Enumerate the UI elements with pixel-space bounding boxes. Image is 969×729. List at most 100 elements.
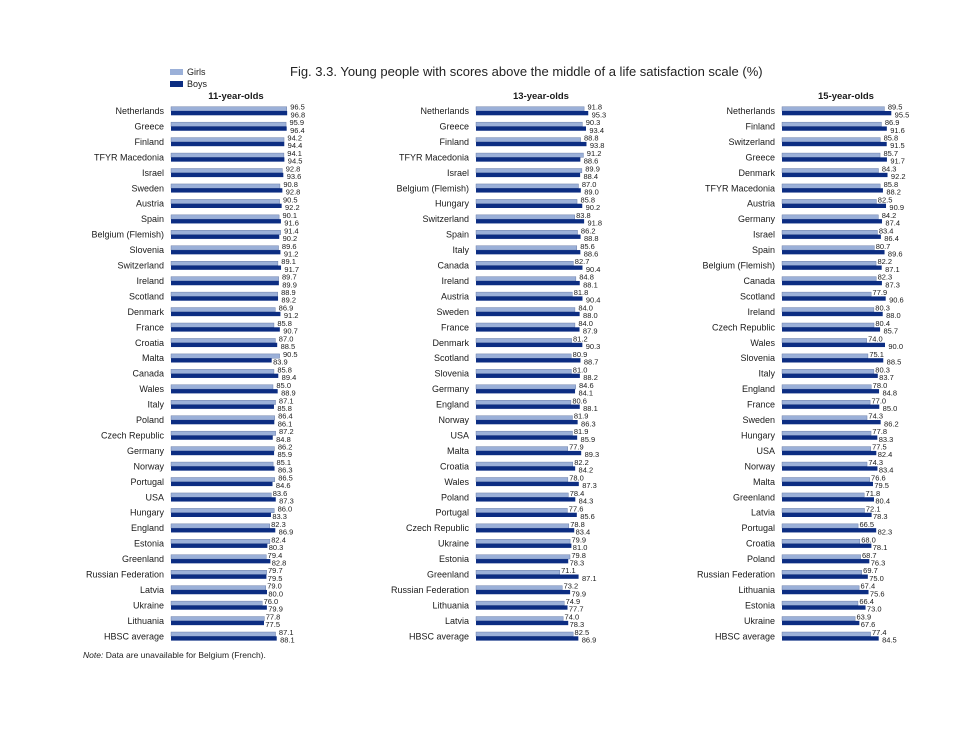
category-label: Israel: [142, 168, 164, 178]
bar-girls: [170, 554, 267, 560]
value-label-girls: 89.6: [282, 242, 297, 251]
bar-girls: [170, 307, 276, 313]
value-label-girls: 90.3: [586, 118, 601, 127]
value-label-boys: 86.3: [581, 419, 596, 428]
value-label-girls: 88.8: [584, 134, 599, 143]
category-label: Hungary: [130, 508, 165, 518]
category-label: Malta: [142, 353, 164, 363]
category-label: TFYR Macedonia: [94, 152, 164, 162]
value-label-girls: 68.0: [861, 535, 876, 544]
value-label-girls: 84.3: [882, 165, 897, 174]
bar-boys: [782, 404, 880, 409]
bar-boys: [171, 512, 271, 517]
value-label-girls: 81.9: [574, 412, 589, 421]
category-label: Switzerland: [422, 214, 469, 224]
bar-boys: [476, 497, 576, 502]
bar-boys: [171, 543, 268, 548]
category-label: Switzerland: [728, 137, 775, 147]
category-label: Portugal: [130, 477, 164, 487]
category-label: Netherlands: [115, 106, 164, 116]
bar-boys: [476, 234, 581, 239]
bar-boys: [476, 311, 580, 317]
value-label-girls: 81.2: [573, 334, 588, 343]
value-label-boys: 87.3: [885, 280, 900, 289]
value-label-boys: 93.8: [590, 141, 605, 150]
value-label-girls: 91.2: [587, 149, 602, 158]
bar-girls: [781, 152, 881, 158]
bar-boys: [476, 280, 580, 286]
bar-boys: [171, 188, 283, 193]
value-label-boys: 85.9: [277, 450, 292, 459]
bar-girls: [475, 616, 564, 622]
value-label-boys: 79.9: [571, 589, 586, 598]
value-label-boys: 76.3: [871, 558, 886, 567]
bar-boys: [171, 250, 281, 255]
value-label-boys: 78.3: [570, 558, 585, 567]
bar-boys: [171, 296, 279, 301]
bar-girls: [170, 214, 280, 220]
category-label: Denmark: [127, 307, 164, 317]
value-label-girls: 71.1: [561, 566, 576, 575]
value-label-boys: 90.2: [586, 203, 601, 212]
value-label-girls: 87.2: [279, 427, 294, 436]
value-label-boys: 87.1: [885, 265, 900, 274]
bar-boys: [171, 172, 284, 178]
category-label: Ukraine: [438, 539, 469, 549]
bar-girls: [781, 369, 875, 374]
bar-girls: [781, 477, 870, 483]
value-label-boys: 88.2: [886, 188, 901, 197]
category-label: Israel: [447, 168, 469, 178]
value-label-girls: 94.2: [287, 134, 302, 143]
bar-boys: [782, 373, 878, 378]
bar-girls: [170, 539, 271, 544]
value-label-boys: 82.8: [272, 558, 287, 567]
bar-girls: [475, 415, 573, 421]
value-label-girls: 82.3: [878, 273, 893, 282]
footnote: Note: Data are unavailable for Belgium (…: [83, 650, 266, 660]
category-label: Greece: [134, 121, 164, 131]
value-label-girls: 86.9: [279, 304, 294, 313]
bar-girls: [781, 121, 882, 127]
bar-girls: [170, 631, 276, 637]
category-label: Scotland: [129, 291, 164, 301]
bar-girls: [781, 276, 877, 282]
bar-girls: [170, 384, 274, 390]
value-label-boys: 93.6: [287, 172, 302, 181]
value-label-girls: 86.4: [278, 412, 293, 421]
category-label: Latvia: [445, 616, 469, 626]
bar-boys: [171, 219, 281, 224]
value-label-girls: 82.7: [575, 257, 590, 266]
value-label-girls: 78.4: [570, 489, 585, 498]
bar-boys: [476, 265, 583, 270]
value-label-boys: 83.3: [272, 512, 287, 521]
bar-girls: [781, 400, 871, 405]
category-label: Russian Federation: [391, 585, 469, 595]
value-label-boys: 88.6: [584, 249, 599, 258]
category-label: Lithuania: [127, 616, 164, 626]
bar-girls: [475, 137, 581, 143]
bar-girls: [170, 585, 267, 591]
value-label-girls: 87.1: [279, 396, 294, 405]
category-label: Denmark: [432, 338, 469, 348]
value-label-boys: 87.4: [885, 218, 900, 227]
category-label: Austria: [441, 291, 469, 301]
value-label-girls: 77.8: [872, 427, 887, 436]
value-label-boys: 90.0: [888, 342, 903, 351]
bar-boys: [782, 559, 870, 564]
bar-girls: [781, 168, 879, 174]
bar-girls: [170, 369, 275, 374]
category-label: Wales: [444, 477, 469, 487]
value-label-girls: 88.9: [281, 288, 296, 297]
value-label-boys: 92.2: [285, 203, 300, 212]
bar-girls: [781, 183, 881, 189]
bar-boys: [171, 358, 272, 363]
value-label-boys: 84.2: [579, 466, 594, 475]
bar-boys: [782, 389, 880, 394]
category-label: Netherlands: [420, 106, 469, 116]
value-label-boys: 88.0: [886, 311, 901, 320]
value-label-girls: 81.0: [573, 365, 588, 374]
category-label: Scotland: [434, 353, 469, 363]
bar-girls: [475, 245, 578, 251]
bar-boys: [782, 311, 883, 317]
value-label-girls: 82.4: [271, 535, 286, 544]
